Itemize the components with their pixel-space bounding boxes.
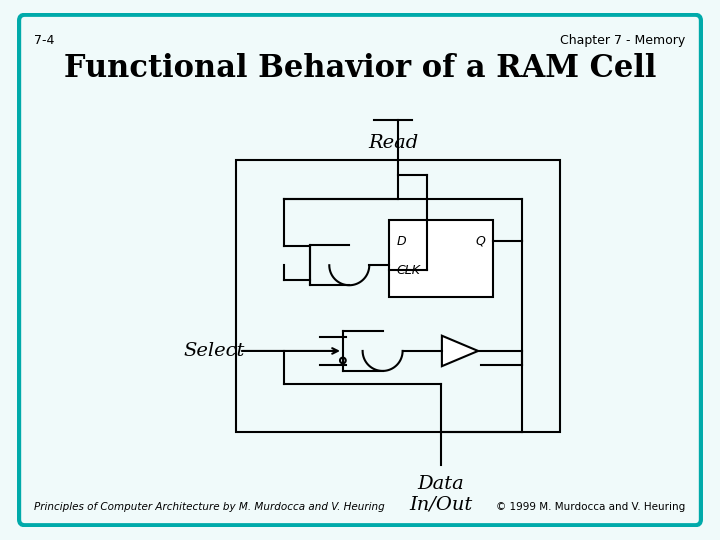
FancyBboxPatch shape <box>19 15 701 525</box>
Text: CLK: CLK <box>396 264 420 276</box>
Polygon shape <box>442 336 478 366</box>
Text: Read: Read <box>368 134 418 152</box>
Text: Principles of Computer Architecture by M. Murdocca and V. Heuring: Principles of Computer Architecture by M… <box>35 502 385 512</box>
Text: Functional Behavior of a RAM Cell: Functional Behavior of a RAM Cell <box>64 52 656 84</box>
Text: Data
In/Out: Data In/Out <box>409 475 472 514</box>
Bar <box>236 160 560 432</box>
Text: Chapter 7 - Memory: Chapter 7 - Memory <box>560 34 685 47</box>
Text: Select: Select <box>184 342 246 360</box>
Text: Q: Q <box>476 235 486 248</box>
Bar <box>389 220 493 296</box>
Text: D: D <box>396 235 406 248</box>
Text: 7-4: 7-4 <box>35 34 55 47</box>
Text: © 1999 M. Murdocca and V. Heuring: © 1999 M. Murdocca and V. Heuring <box>496 502 685 512</box>
